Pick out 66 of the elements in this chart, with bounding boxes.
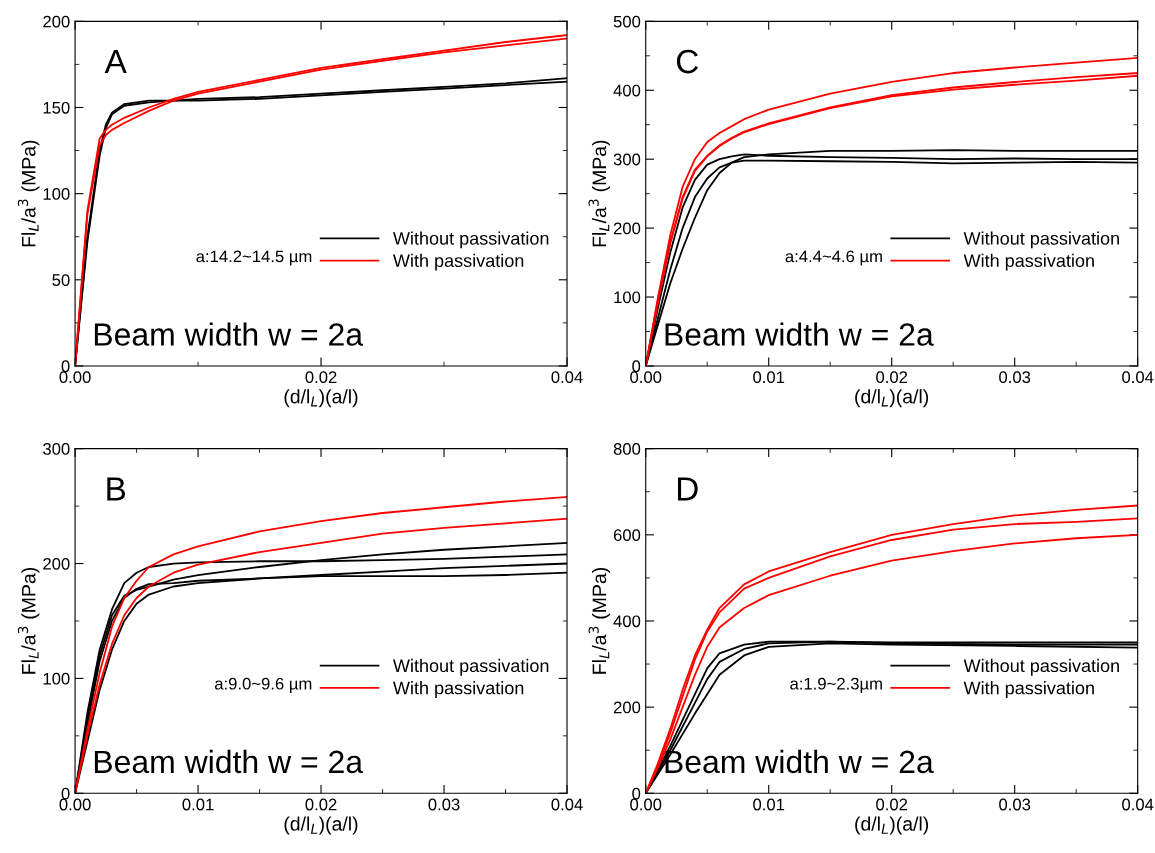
x-tick-label: 0.04 (1122, 798, 1154, 811)
y-tick-label: 100 (614, 291, 641, 304)
annotation: Beam width w = 2a (665, 322, 934, 346)
legend-label: With passivation (392, 681, 524, 698)
annotation: a:9.0~9.6 µm (214, 677, 312, 693)
legend-label: With passivation (392, 253, 524, 271)
text: B (107, 477, 126, 501)
legend-label: With passivation (963, 253, 1094, 271)
y-tick-label: 400 (613, 84, 641, 97)
legend-label: Without passivation (963, 231, 1119, 249)
x-tick-label: 0.04 (551, 798, 583, 811)
annotation: Beam width w = 2a (665, 749, 934, 774)
y-tick-label: 200 (613, 701, 641, 714)
y-tick-label: 200 (43, 557, 70, 570)
x-tick-label: 0.02 (305, 798, 337, 811)
annotation: a:1.9~2.3µm (790, 677, 882, 693)
x-axis-title: (d/l$_{L}$)(a/l) (284, 816, 358, 835)
annotation: a:4.4~4.6 µm (785, 250, 882, 266)
y-axis-title: Fl$_{L}$/a$^{3}$ (MPa) (17, 140, 40, 247)
x-axis-title: (d/l$_{L}$)(a/l) (855, 389, 929, 408)
y-axis-title: Fl$_{L}$/a$^{3}$ (MPa) (588, 140, 611, 247)
legend-label: Without passivation (392, 231, 549, 249)
y-tick-label: 0 (61, 360, 70, 373)
x-tick-label: 0.01 (182, 798, 214, 811)
y-tick-label: 100 (43, 188, 70, 200)
x-tick-label: 0.02 (876, 371, 908, 384)
x-tick-label: 0.01 (753, 798, 785, 811)
x-tick-label: 0.04 (551, 371, 583, 384)
y-tick-label: 500 (613, 15, 641, 28)
x-tick-label: 0.03 (999, 371, 1031, 384)
x-tick-label: 0.00 (630, 798, 662, 811)
y-tick-label: 800 (613, 443, 641, 455)
x-tick-label: 0.03 (428, 798, 460, 811)
annotation: a:14.2~14.5 µm (196, 250, 312, 266)
annotation: Beam width w = 2a (94, 322, 364, 346)
text: A (104, 50, 127, 74)
legend-label: Without passivation (392, 658, 549, 676)
y-tick-label: 150 (43, 101, 70, 114)
y-axis-title: Fl$_{L}$/a$^{3}$ (MPa) (17, 568, 40, 674)
annotation: Beam width w = 2a (94, 749, 364, 774)
y-tick-label: 50 (52, 274, 70, 286)
y-tick-label: 0 (61, 787, 70, 800)
x-axis-title: (d/l$_{L}$)(a/l) (284, 389, 358, 408)
legend-label: Without passivation (963, 658, 1119, 676)
x-tick-label: 0.04 (1122, 371, 1154, 384)
y-tick-label: 200 (613, 222, 641, 235)
text: D (677, 477, 698, 501)
y-tick-label: 200 (43, 15, 70, 28)
y-tick-label: 300 (43, 443, 70, 455)
x-tick-label: 0.01 (753, 371, 785, 384)
y-tick-label: 300 (613, 153, 641, 166)
x-tick-label: 0.00 (59, 798, 91, 811)
x-axis-title: (d/l$_{L}$)(a/l) (855, 816, 929, 835)
y-tick-label: 600 (613, 529, 641, 542)
x-tick-label: 0.02 (876, 798, 908, 811)
x-tick-label: 0.02 (305, 371, 337, 384)
y-tick-label: 0 (632, 360, 641, 373)
y-tick-label: 400 (613, 615, 641, 628)
legend-label: With passivation (963, 681, 1094, 698)
x-tick-label: 0.03 (999, 798, 1031, 811)
x-tick-label: 0.00 (59, 371, 91, 384)
text: C (676, 49, 699, 74)
x-tick-label: 0.00 (630, 371, 662, 384)
y-tick-label: 100 (43, 672, 70, 685)
y-axis-title: Fl$_{L}$/a$^{3}$ (MPa) (588, 568, 611, 674)
y-tick-label: 0 (632, 787, 641, 800)
